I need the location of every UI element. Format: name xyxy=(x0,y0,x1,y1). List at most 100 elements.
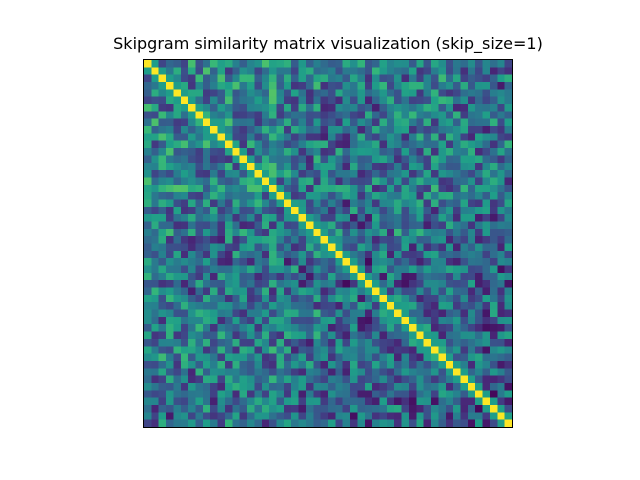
heatmap-cell xyxy=(408,155,417,163)
heatmap-cell xyxy=(364,397,373,406)
heatmap-cell xyxy=(335,258,343,266)
heatmap-cell xyxy=(342,214,351,222)
heatmap-cell xyxy=(386,170,395,178)
heatmap-cell xyxy=(350,228,358,237)
heatmap-cell xyxy=(202,236,211,244)
heatmap-cell xyxy=(357,96,365,105)
heatmap-cell xyxy=(431,111,439,119)
heatmap-cell xyxy=(408,221,417,229)
heatmap-cell xyxy=(497,148,505,156)
heatmap-cell xyxy=(305,258,314,266)
heatmap-cell xyxy=(166,287,174,296)
heatmap-cell xyxy=(276,309,284,318)
heatmap-cell xyxy=(313,338,321,347)
heatmap-cell xyxy=(386,206,395,215)
heatmap-cell xyxy=(467,331,476,340)
heatmap-cell xyxy=(158,89,167,97)
heatmap-cell xyxy=(335,133,343,141)
heatmap-cell xyxy=(364,309,373,318)
heatmap-cell xyxy=(357,140,365,149)
heatmap-cell xyxy=(438,133,446,141)
heatmap-cell xyxy=(364,382,373,391)
heatmap-cell xyxy=(158,419,167,427)
heatmap-cell xyxy=(504,104,512,112)
heatmap-cell xyxy=(173,309,181,318)
heatmap-cell xyxy=(210,294,218,303)
heatmap-cell xyxy=(313,206,321,215)
heatmap-cell xyxy=(335,331,343,340)
heatmap-cell xyxy=(173,419,181,427)
heatmap-cell xyxy=(335,206,343,215)
heatmap-cell xyxy=(283,360,292,369)
heatmap-cell xyxy=(254,133,262,141)
heatmap-cell xyxy=(438,412,446,420)
heatmap-cell xyxy=(217,148,226,156)
heatmap-cell xyxy=(298,258,307,266)
heatmap-cell xyxy=(328,228,336,237)
heatmap-cell xyxy=(453,272,461,281)
heatmap-cell xyxy=(342,397,351,406)
heatmap-cell xyxy=(475,397,483,406)
heatmap-cell xyxy=(291,258,299,266)
heatmap-cell xyxy=(386,133,395,141)
heatmap-cell xyxy=(394,309,402,318)
heatmap-cell xyxy=(276,60,284,68)
heatmap-cell xyxy=(438,258,446,266)
heatmap-cell xyxy=(180,258,189,266)
heatmap-cell xyxy=(475,60,483,68)
heatmap-cell xyxy=(489,412,498,420)
heatmap-cell xyxy=(151,177,159,185)
heatmap-cell xyxy=(386,346,395,354)
heatmap-cell xyxy=(224,346,233,354)
heatmap-cell xyxy=(342,338,351,347)
heatmap-cell xyxy=(217,412,226,420)
heatmap-cell xyxy=(386,214,395,222)
heatmap-cell xyxy=(298,316,307,325)
heatmap-cell xyxy=(151,228,159,237)
heatmap-cell xyxy=(423,74,432,83)
heatmap-cell xyxy=(166,206,174,215)
heatmap-cell xyxy=(408,324,417,332)
heatmap-cell xyxy=(158,250,167,259)
heatmap-cell xyxy=(166,353,174,362)
heatmap-cell xyxy=(261,67,270,75)
heatmap-cell xyxy=(416,368,424,376)
heatmap-cell xyxy=(364,331,373,340)
heatmap-cell xyxy=(408,104,417,112)
heatmap-cell xyxy=(313,221,321,229)
heatmap-cell xyxy=(401,338,410,347)
heatmap-cell xyxy=(158,177,167,185)
heatmap-cell xyxy=(431,250,439,259)
heatmap-cell xyxy=(453,192,461,200)
heatmap-cell xyxy=(335,375,343,384)
heatmap-cell xyxy=(401,404,410,413)
heatmap-cell xyxy=(320,404,329,413)
heatmap-cell xyxy=(239,265,248,274)
heatmap-cell xyxy=(357,382,365,391)
heatmap-cell xyxy=(313,280,321,288)
heatmap-cell xyxy=(423,294,432,303)
heatmap-cell xyxy=(239,338,248,347)
heatmap-cell xyxy=(350,331,358,340)
heatmap-cell xyxy=(269,287,277,296)
heatmap-cell xyxy=(342,67,351,75)
heatmap-cell xyxy=(173,155,181,163)
heatmap-cell xyxy=(335,148,343,156)
heatmap-cell xyxy=(305,368,314,376)
heatmap-cell xyxy=(202,162,211,171)
heatmap-cell xyxy=(328,104,336,112)
heatmap-cell xyxy=(364,404,373,413)
heatmap-cell xyxy=(416,133,424,141)
heatmap-cell xyxy=(438,368,446,376)
heatmap-cell xyxy=(305,82,314,90)
heatmap-cell xyxy=(195,221,204,229)
heatmap-cell xyxy=(423,104,432,112)
heatmap-cell xyxy=(224,360,233,369)
heatmap-cell xyxy=(320,214,329,222)
heatmap-cell xyxy=(151,236,159,244)
heatmap-cell xyxy=(254,236,262,244)
heatmap-cell xyxy=(173,140,181,149)
heatmap-cell xyxy=(342,287,351,296)
heatmap-cell xyxy=(401,397,410,406)
heatmap-cell xyxy=(144,265,152,274)
